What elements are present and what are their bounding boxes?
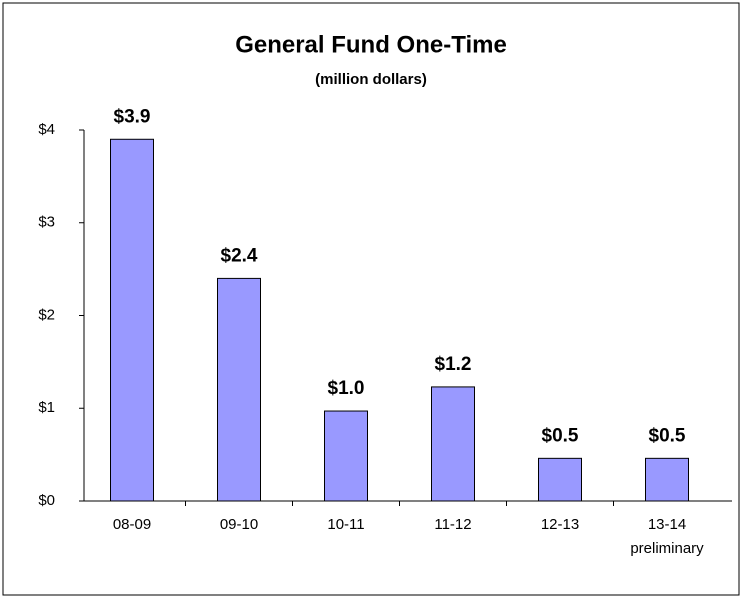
value-label: $0.5 [542,425,579,446]
y-tick-label: $0 [38,492,55,509]
x-tick-label: 11-12 [434,516,472,533]
y-tick-label: $4 [38,121,55,138]
bar [645,457,689,502]
value-label: $3.9 [114,106,151,127]
bar [324,410,368,502]
value-label: $1.2 [435,354,472,375]
x-tick-label: 12-13 [540,516,580,533]
bar [110,138,154,502]
value-label: $2.4 [221,245,258,266]
x-tick-label: 13-14 preliminary [630,516,704,557]
x-tick-label: 10-11 [327,516,365,533]
bar [431,386,475,502]
chart-title: General Fund One-Time [235,31,507,58]
x-tick-label: 09-10 [219,516,259,533]
value-label: $1.0 [328,378,365,399]
y-tick-label: $1 [38,399,55,416]
value-label: $0.5 [649,425,686,446]
y-tick-label: $3 [38,214,55,231]
y-tick-label: $2 [38,306,55,323]
bar [217,277,261,502]
bar [538,457,582,502]
x-tick-label: 08-09 [112,516,152,533]
chart-subtitle: (million dollars) [315,71,427,88]
